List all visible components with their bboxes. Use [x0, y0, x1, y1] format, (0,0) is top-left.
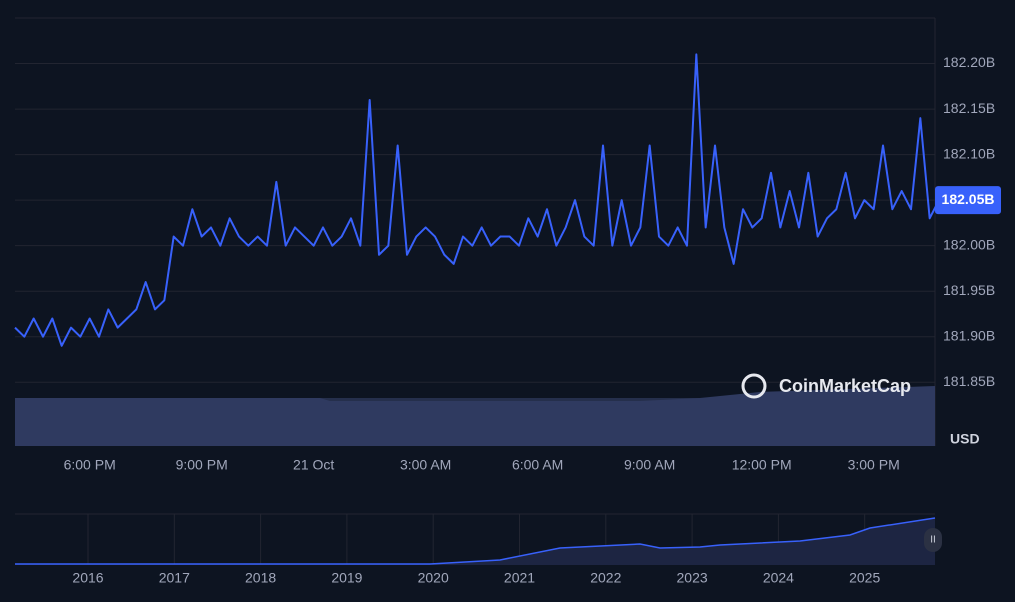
price-line [14, 53, 940, 347]
watermark-logo [741, 373, 767, 399]
volume-bars [15, 386, 935, 446]
navigator-year-label: 2024 [763, 570, 794, 586]
x-tick-label: 6:00 AM [512, 457, 563, 473]
navigator-year-label: 2025 [849, 570, 880, 586]
y-tick-label: 182.00B [943, 236, 995, 252]
navigator-year-label: 2022 [590, 570, 621, 586]
navigator-year-label: 2017 [159, 570, 190, 586]
navigator-year-label: 2023 [677, 570, 708, 586]
watermark: CoinMarketCap [741, 373, 911, 399]
navigator-year-label: 2019 [331, 570, 362, 586]
y-tick-label: 181.95B [943, 282, 995, 298]
x-tick-label: 3:00 PM [848, 457, 900, 473]
navigator-year-label: 2021 [504, 570, 535, 586]
navigator-handle-icon: II [930, 535, 936, 546]
navigator-year-label: 2016 [72, 570, 103, 586]
x-tick-label: 9:00 PM [176, 457, 228, 473]
x-tick-label: 9:00 AM [624, 457, 675, 473]
navigator-line [15, 517, 936, 565]
y-tick-label: 181.85B [943, 373, 995, 389]
x-tick-label: 21 Oct [293, 457, 334, 473]
x-tick-label: 6:00 PM [64, 457, 116, 473]
y-unit-label: USD [950, 431, 980, 447]
navigator-handle[interactable] [924, 528, 942, 552]
navigator-year-label: 2018 [245, 570, 276, 586]
y-tick-label: 182.20B [943, 54, 995, 70]
y-tick-label: 182.15B [943, 100, 995, 116]
navigator-area [15, 518, 935, 565]
navigator-year-label: 2020 [418, 570, 449, 586]
watermark-text: CoinMarketCap [779, 376, 911, 396]
y-tick-label: 182.10B [943, 145, 995, 161]
x-tick-label: 12:00 PM [732, 457, 792, 473]
x-tick-label: 3:00 AM [400, 457, 451, 473]
current-value-box [935, 186, 1001, 215]
y-tick-label: 181.90B [943, 327, 995, 343]
current-value-label: 182.05B [942, 191, 995, 207]
